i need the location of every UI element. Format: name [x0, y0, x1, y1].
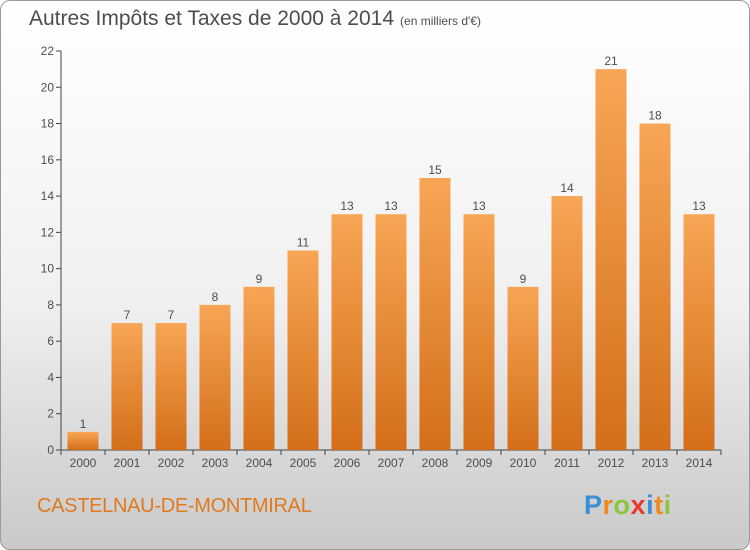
bar-2005 — [287, 250, 319, 450]
data-label-2014: 13 — [692, 199, 706, 213]
data-label-2010: 9 — [520, 272, 527, 286]
x-tick-label-2005: 2005 — [290, 456, 317, 470]
chart-bars — [67, 69, 715, 451]
y-tick-label: 0 — [47, 443, 54, 457]
bar-2008 — [419, 177, 451, 451]
commune-name: CASTELNAU-DE-MONTMIRAL — [37, 495, 312, 517]
x-tick-label-2002: 2002 — [158, 456, 185, 470]
bar-2013 — [639, 123, 671, 450]
y-tick-label: 4 — [47, 370, 54, 384]
bar-2004 — [243, 286, 275, 450]
y-tick-label: 6 — [47, 334, 54, 348]
x-tick-label-2012: 2012 — [598, 456, 625, 470]
data-label-2005: 11 — [297, 236, 310, 250]
proxiti-logo: Proxiti — [584, 490, 672, 521]
data-label-2013: 18 — [648, 109, 662, 123]
bar-2000 — [67, 431, 99, 450]
logo-letter: i — [646, 490, 655, 520]
x-tick-label-2003: 2003 — [202, 456, 229, 470]
y-tick-label: 22 — [41, 44, 55, 58]
data-label-2000: 1 — [80, 417, 87, 431]
chart-subtitle: (en milliers d'€) — [400, 14, 482, 28]
data-label-2006: 13 — [340, 199, 354, 213]
data-label-2011: 14 — [560, 181, 574, 195]
x-tick-label-2007: 2007 — [378, 456, 405, 470]
data-label-2003: 8 — [212, 290, 219, 304]
y-tick-label: 20 — [41, 80, 55, 94]
logo-letter: t — [654, 490, 664, 520]
bar-2007 — [375, 214, 407, 450]
x-tick-label-2009: 2009 — [466, 456, 493, 470]
data-label-2004: 9 — [256, 272, 263, 286]
bar-2011 — [551, 196, 583, 450]
logo-letter: x — [630, 490, 647, 520]
chart-title-main: Autres Impôts et Taxes de 2000 à 2014 — [29, 7, 395, 30]
bar-2002 — [155, 323, 187, 450]
bar-2001 — [111, 323, 143, 450]
bar-2006 — [331, 214, 363, 450]
x-tick-label-2001: 2001 — [114, 456, 141, 470]
x-tick-label-2008: 2008 — [422, 456, 449, 470]
x-tick-label-2000: 2000 — [70, 456, 97, 470]
bar-2010 — [507, 286, 539, 450]
bar-2014 — [683, 214, 715, 450]
logo-letter: r — [602, 490, 614, 520]
chart-title: Autres Impôts et Taxes de 2000 à 2014 (en… — [29, 7, 481, 31]
logo-letter: i — [663, 490, 672, 520]
data-label-2001: 7 — [124, 308, 131, 322]
x-tick-label-2011: 2011 — [554, 456, 580, 470]
chart-labels: 1 2000 7 2001 7 2002 8 2003 9 2004 11 2005 13 2006 13 2… — [70, 54, 713, 470]
x-tick-label-2004: 2004 — [246, 456, 273, 470]
data-label-2007: 13 — [384, 199, 398, 213]
x-tick-label-2013: 2013 — [642, 456, 669, 470]
x-tick-label-2006: 2006 — [334, 456, 361, 470]
data-label-2008: 15 — [428, 163, 442, 177]
data-label-2002: 7 — [168, 308, 175, 322]
y-tick-label: 14 — [41, 189, 55, 203]
y-tick-label: 2 — [47, 407, 54, 421]
logo-letter: o — [613, 490, 631, 520]
bar-2012 — [595, 69, 627, 451]
x-tick-label-2010: 2010 — [510, 456, 537, 470]
bar-2009 — [463, 214, 495, 450]
data-label-2009: 13 — [472, 199, 486, 213]
data-label-2012: 21 — [604, 54, 618, 68]
y-tick-label: 12 — [41, 225, 55, 239]
y-tick-label: 16 — [41, 153, 55, 167]
logo-letter: P — [584, 490, 603, 520]
y-tick-label: 10 — [41, 262, 55, 276]
y-tick-label: 18 — [41, 117, 55, 131]
bar-2003 — [199, 304, 231, 450]
y-tick-label: 8 — [47, 298, 54, 312]
x-tick-label-2014: 2014 — [686, 456, 713, 470]
